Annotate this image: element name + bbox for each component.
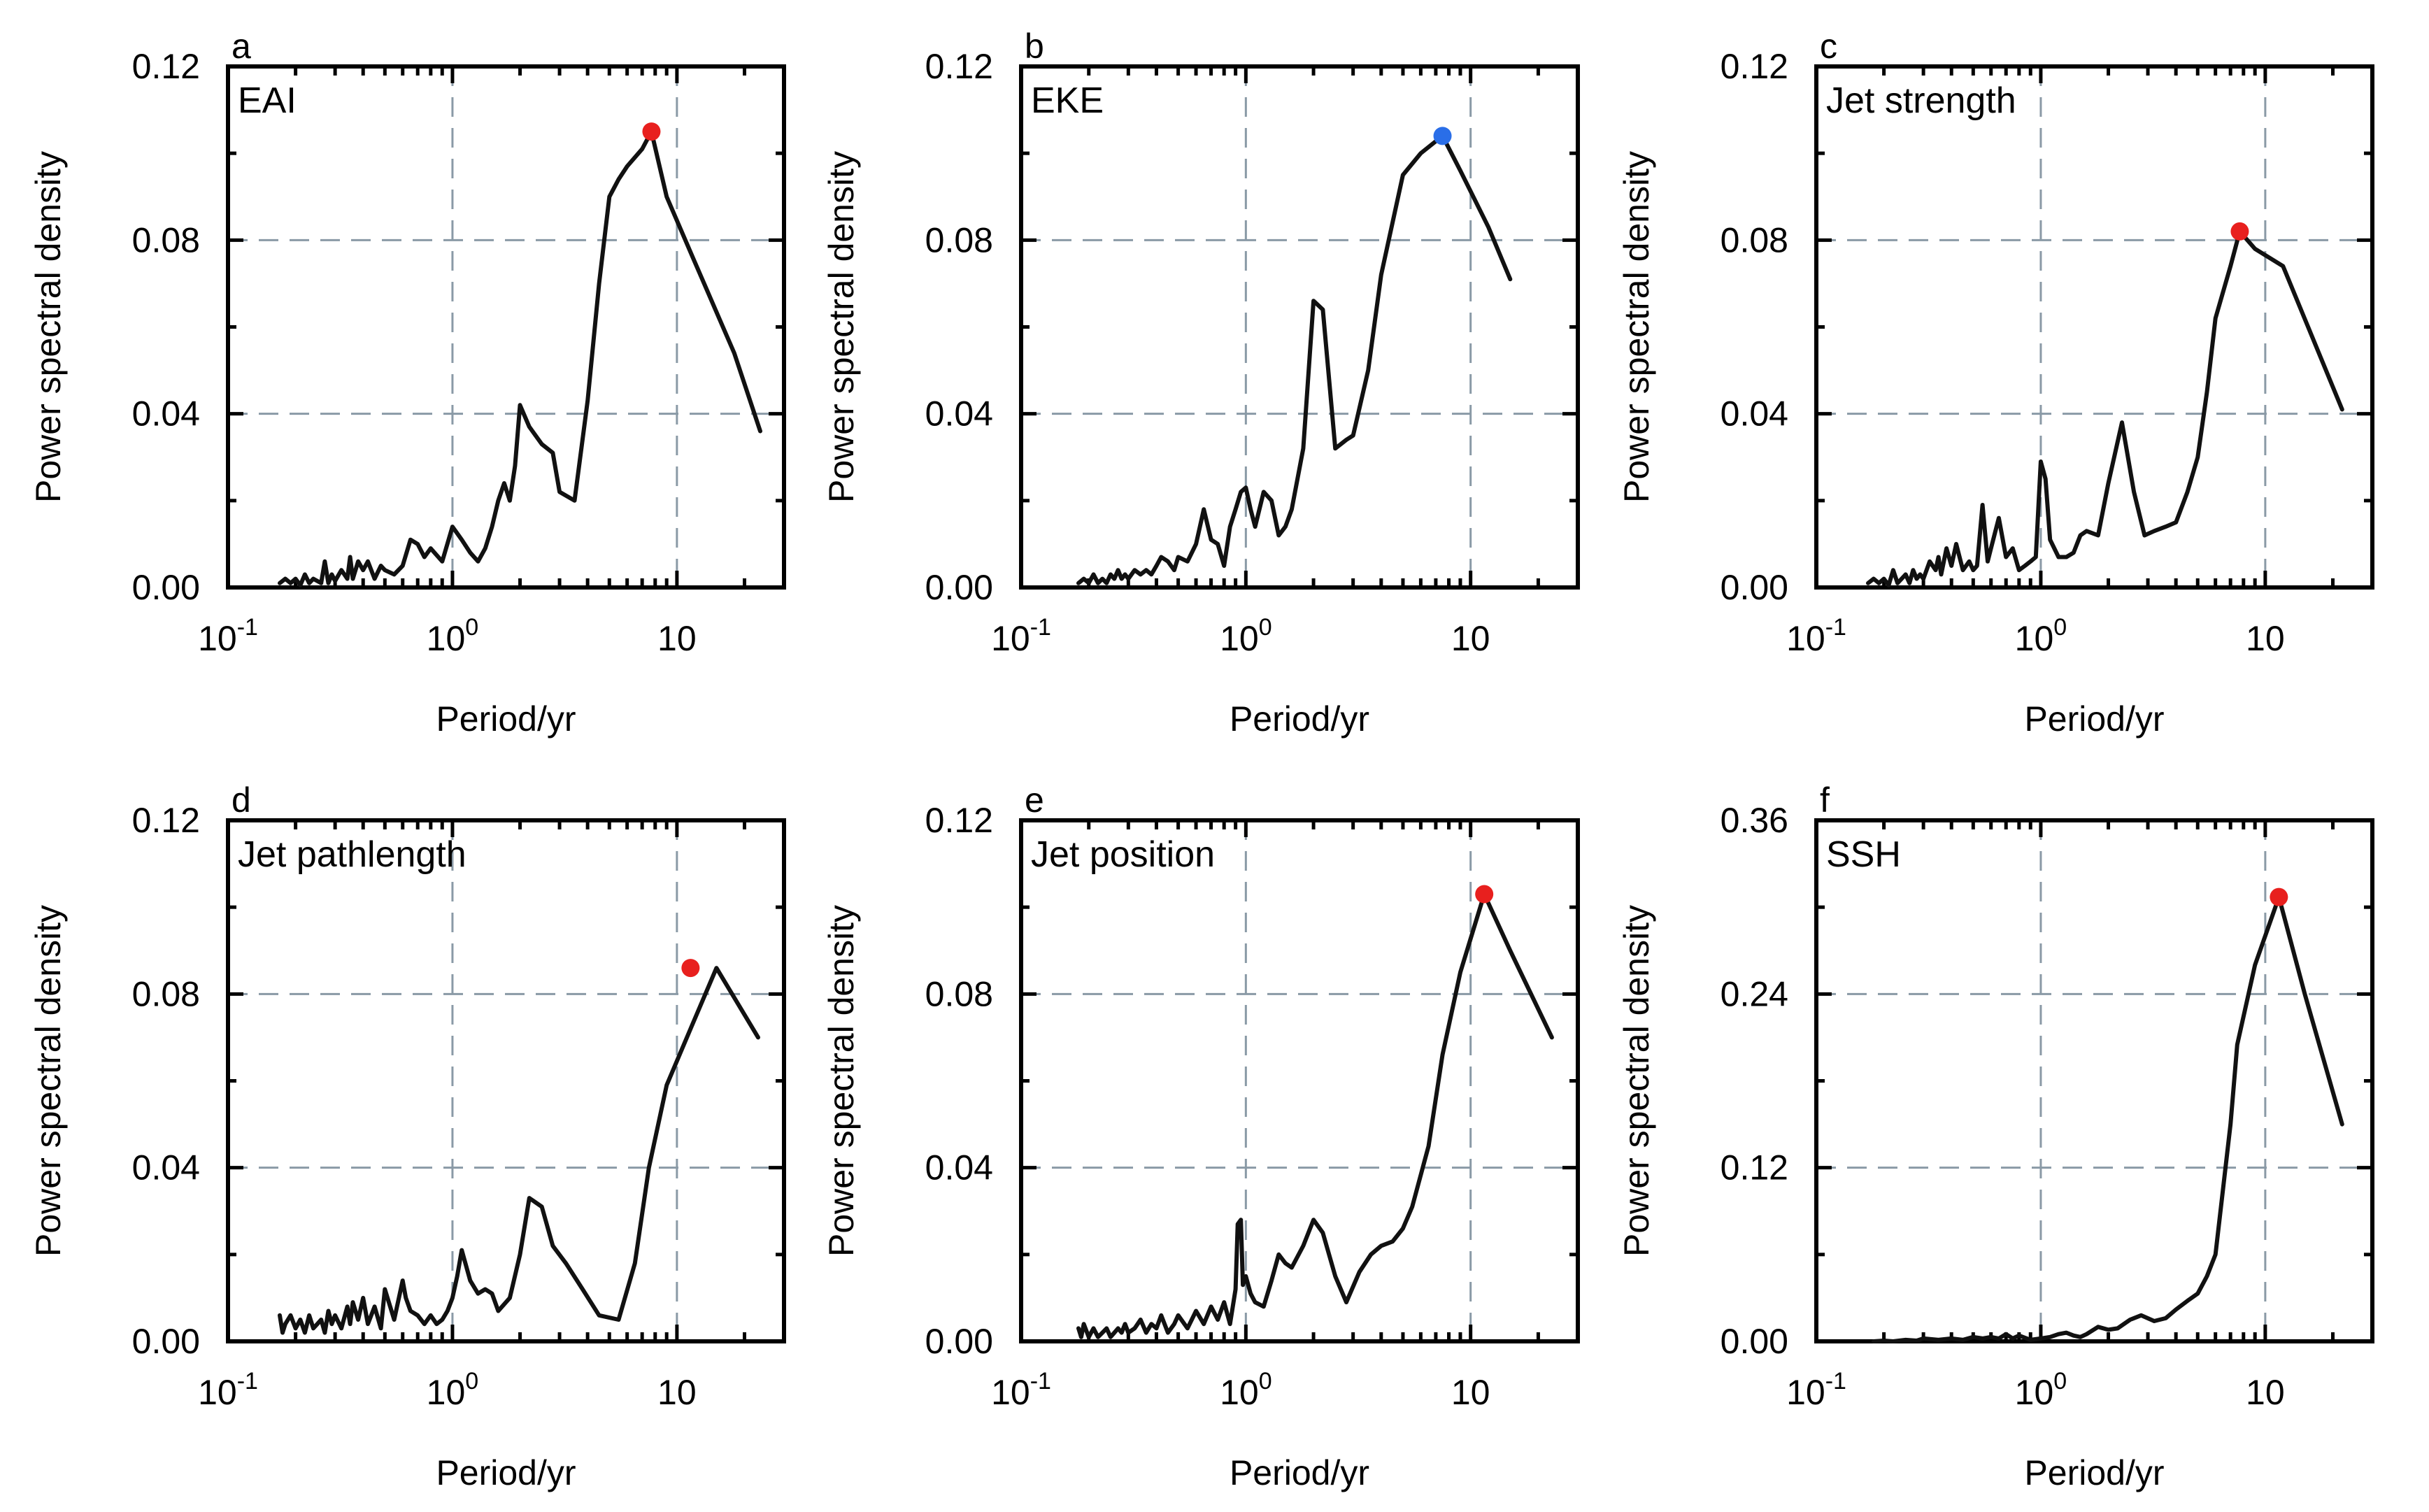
panel-e: 0.00 0.04 0.08 0.12 10-1 100 10 Period/yr Power … bbox=[822, 780, 1580, 1492]
panel-title: EAI bbox=[238, 80, 297, 121]
x-axis-label: Period/yr bbox=[1230, 699, 1369, 739]
panel-f: 0.00 0.12 0.24 0.36 10-1 100 10 Period/yr Power … bbox=[1617, 780, 2374, 1492]
y-axis-label: Power spectral density bbox=[1617, 151, 1656, 503]
y-axis-label: Power spectral density bbox=[29, 905, 68, 1257]
y-tick-label: 0.12 bbox=[132, 801, 200, 840]
y-tick-label: 0.36 bbox=[1721, 801, 1788, 840]
series-line bbox=[278, 966, 760, 1335]
x-axis-label: Period/yr bbox=[436, 1453, 576, 1492]
panel-letter: d bbox=[231, 780, 251, 820]
y-tick-label: 0.08 bbox=[925, 220, 993, 259]
y-tick-label: 0.24 bbox=[1721, 974, 1788, 1013]
panel-title: Jet pathlength bbox=[238, 834, 466, 875]
plot-frame bbox=[1019, 64, 1580, 590]
y-tick-label: 0.12 bbox=[925, 801, 993, 840]
series-line bbox=[1076, 134, 1513, 585]
panel-d: 0.00 0.04 0.08 0.12 10-1 100 10 Period/yr Power … bbox=[29, 780, 786, 1492]
y-tick-label: 0.04 bbox=[132, 394, 200, 434]
y-tick-label: 0.08 bbox=[132, 220, 200, 259]
y-tick-label: 0.08 bbox=[1721, 220, 1788, 259]
peak-marker bbox=[681, 959, 700, 978]
panel-title: SSH bbox=[1826, 834, 1901, 875]
y-tick-label: 0.12 bbox=[1721, 1148, 1788, 1188]
y-axis-label: Power spectral density bbox=[822, 151, 861, 503]
y-tick-label: 0.00 bbox=[1721, 568, 1788, 607]
y-tick-label: 0.12 bbox=[1721, 47, 1788, 86]
x-tick-label: 100 bbox=[2015, 1368, 2067, 1412]
y-tick-label: 0.00 bbox=[1721, 1322, 1788, 1361]
y-tick-label: 0.00 bbox=[132, 1322, 200, 1361]
y-tick-label: 0.00 bbox=[925, 1322, 993, 1361]
panel-letter: c bbox=[1820, 27, 1837, 66]
panel-title: Jet strength bbox=[1826, 80, 2016, 121]
x-tick-label: 10-1 bbox=[1786, 1368, 1846, 1412]
plot-frame bbox=[226, 64, 786, 590]
peak-marker bbox=[642, 122, 661, 141]
panel-letter: b bbox=[1025, 27, 1044, 66]
y-tick-label: 0.12 bbox=[132, 47, 200, 86]
y-tick-label: 0.08 bbox=[925, 974, 993, 1013]
panel-title: Jet position bbox=[1031, 834, 1215, 875]
y-axis-label: Power spectral density bbox=[822, 905, 861, 1257]
x-tick-label: 10 bbox=[1451, 1373, 1490, 1412]
peak-marker bbox=[2230, 222, 2249, 241]
x-tick-label: 10-1 bbox=[991, 1368, 1051, 1412]
x-tick-label: 100 bbox=[1220, 1368, 1272, 1412]
x-tick-label: 10 bbox=[2246, 1373, 2285, 1412]
y-tick-label: 0.04 bbox=[925, 1148, 993, 1188]
x-tick-label: 10-1 bbox=[991, 614, 1051, 658]
x-axis-label: Period/yr bbox=[2024, 699, 2164, 739]
panel-letter: a bbox=[231, 27, 251, 66]
series-line bbox=[1076, 892, 1554, 1339]
y-tick-label: 0.12 bbox=[925, 47, 993, 86]
y-tick-label: 0.04 bbox=[925, 394, 993, 434]
x-tick-label: 10 bbox=[657, 1373, 697, 1412]
y-axis-label: Power spectral density bbox=[1617, 905, 1656, 1257]
x-axis-label: Period/yr bbox=[436, 699, 576, 739]
panel-b: 0.00 0.04 0.08 0.12 10-1 100 10 Period/yr Power … bbox=[822, 27, 1580, 739]
series-line bbox=[1866, 229, 2344, 587]
x-tick-label: 100 bbox=[1220, 614, 1272, 658]
y-tick-label: 0.00 bbox=[132, 568, 200, 607]
panel-a: 0.00 0.04 0.08 0.12 10-1 100 10 Period/yr Power … bbox=[29, 27, 786, 739]
x-tick-label: 10 bbox=[1451, 619, 1490, 658]
x-tick-label: 10-1 bbox=[1786, 614, 1846, 658]
panel-letter: f bbox=[1820, 780, 1830, 820]
x-tick-label: 100 bbox=[427, 614, 479, 658]
panel-c: 0.00 0.04 0.08 0.12 10-1 100 10 Period/yr Power … bbox=[1617, 27, 2374, 739]
peak-marker bbox=[1433, 127, 1452, 145]
plot-frame bbox=[226, 818, 786, 1343]
x-tick-label: 100 bbox=[2015, 614, 2067, 658]
x-axis-label: Period/yr bbox=[1230, 1453, 1369, 1492]
x-axis-label: Period/yr bbox=[2024, 1453, 2164, 1492]
plot-frame bbox=[1019, 818, 1580, 1343]
plot-frame bbox=[1814, 64, 2374, 590]
y-axis-label: Power spectral density bbox=[29, 151, 68, 503]
x-tick-label: 10 bbox=[2246, 619, 2285, 658]
panel-letter: e bbox=[1025, 780, 1044, 820]
y-tick-label: 0.08 bbox=[132, 974, 200, 1013]
series-line bbox=[1871, 894, 2344, 1343]
series-line bbox=[278, 129, 762, 587]
peak-marker bbox=[2270, 887, 2288, 906]
x-tick-label: 10-1 bbox=[198, 614, 258, 658]
panel-title: EKE bbox=[1031, 80, 1104, 121]
x-tick-label: 10 bbox=[657, 619, 697, 658]
plot-frame bbox=[1814, 818, 2374, 1343]
y-tick-label: 0.00 bbox=[925, 568, 993, 607]
y-tick-label: 0.04 bbox=[132, 1148, 200, 1188]
y-tick-label: 0.04 bbox=[1721, 394, 1788, 434]
peak-marker bbox=[1475, 885, 1494, 904]
x-tick-label: 100 bbox=[427, 1368, 479, 1412]
x-tick-label: 10-1 bbox=[198, 1368, 258, 1412]
